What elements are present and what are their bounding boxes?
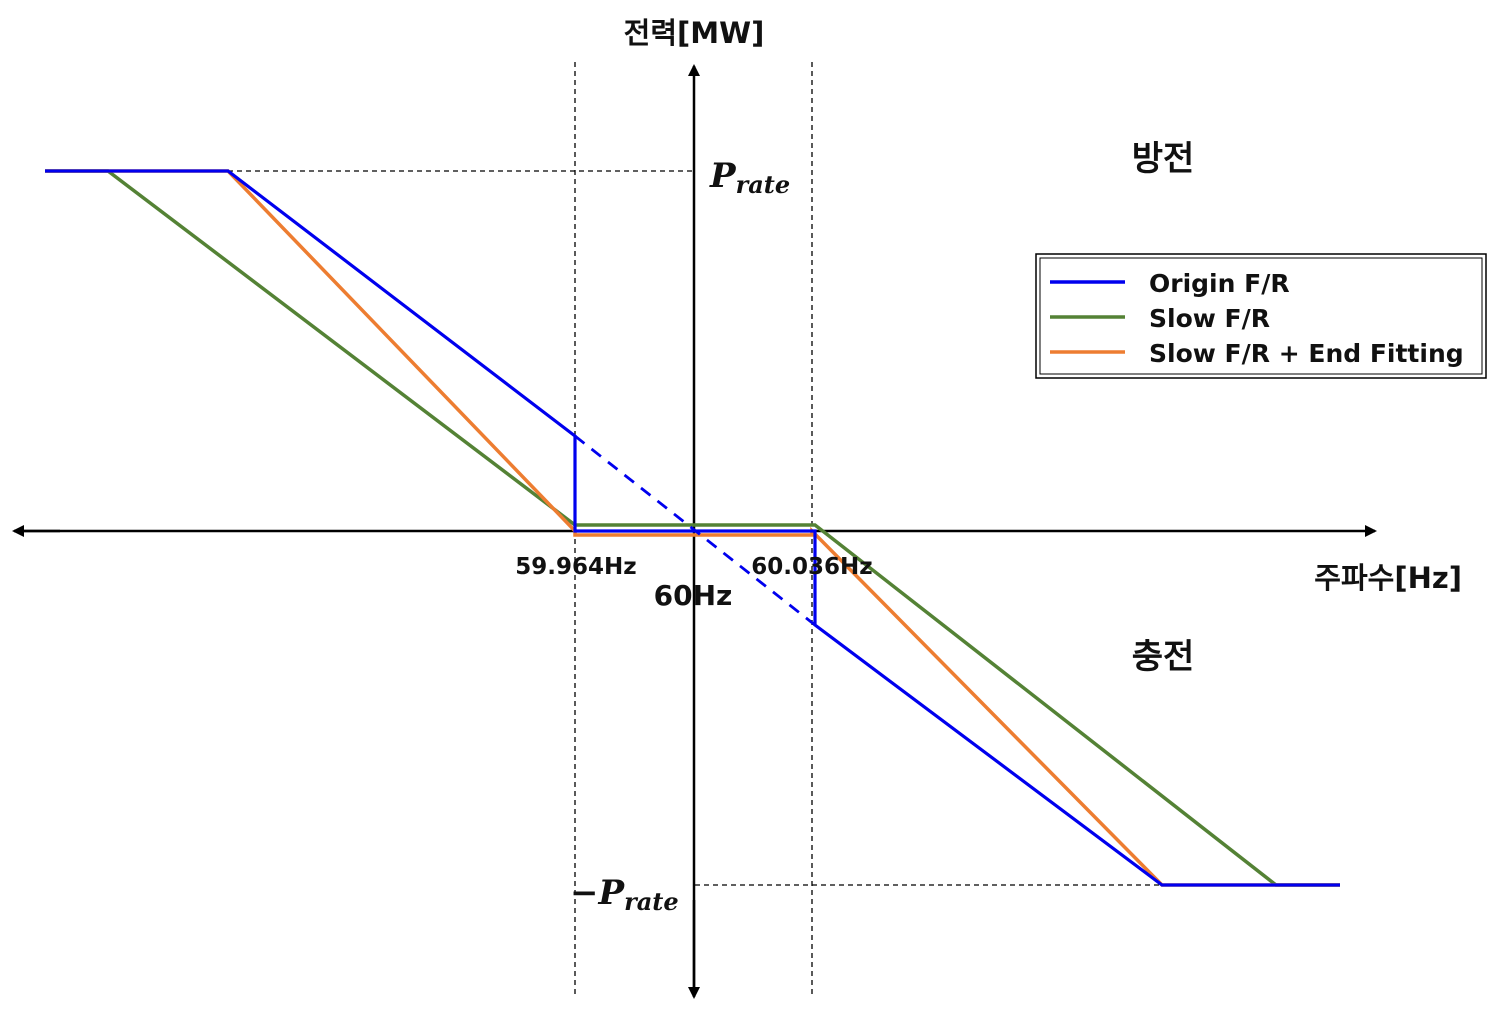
legend-frame-inner bbox=[1039, 257, 1483, 375]
legend-label-origin: Origin F/R bbox=[1149, 269, 1290, 298]
legend-frame-outer bbox=[1035, 253, 1487, 379]
f-high-label: 60.036Hz bbox=[751, 554, 872, 580]
region-discharge: 방전 bbox=[1132, 139, 1195, 179]
p-rate-label: Prate bbox=[709, 156, 790, 199]
f-low-label: 59.964Hz bbox=[515, 554, 636, 580]
curve-fitting bbox=[45, 169, 1340, 887]
y-axis-label: 전력[MW] bbox=[624, 16, 765, 50]
x-axis-label: 주파수[Hz] bbox=[1314, 561, 1462, 595]
f-nominal-label: 60Hz bbox=[654, 579, 733, 612]
legend: Origin F/R Slow F/R Slow F/R + End Fitti… bbox=[1035, 253, 1487, 379]
legend-label-slow: Slow F/R bbox=[1149, 304, 1270, 333]
region-charge: 충전 bbox=[1132, 637, 1195, 677]
legend-label-fitting: Slow F/R + End Fitting bbox=[1149, 339, 1464, 368]
neg-p-rate-label: −Prate bbox=[570, 873, 679, 916]
curve-origin-dashed-extension bbox=[574, 434, 816, 627]
